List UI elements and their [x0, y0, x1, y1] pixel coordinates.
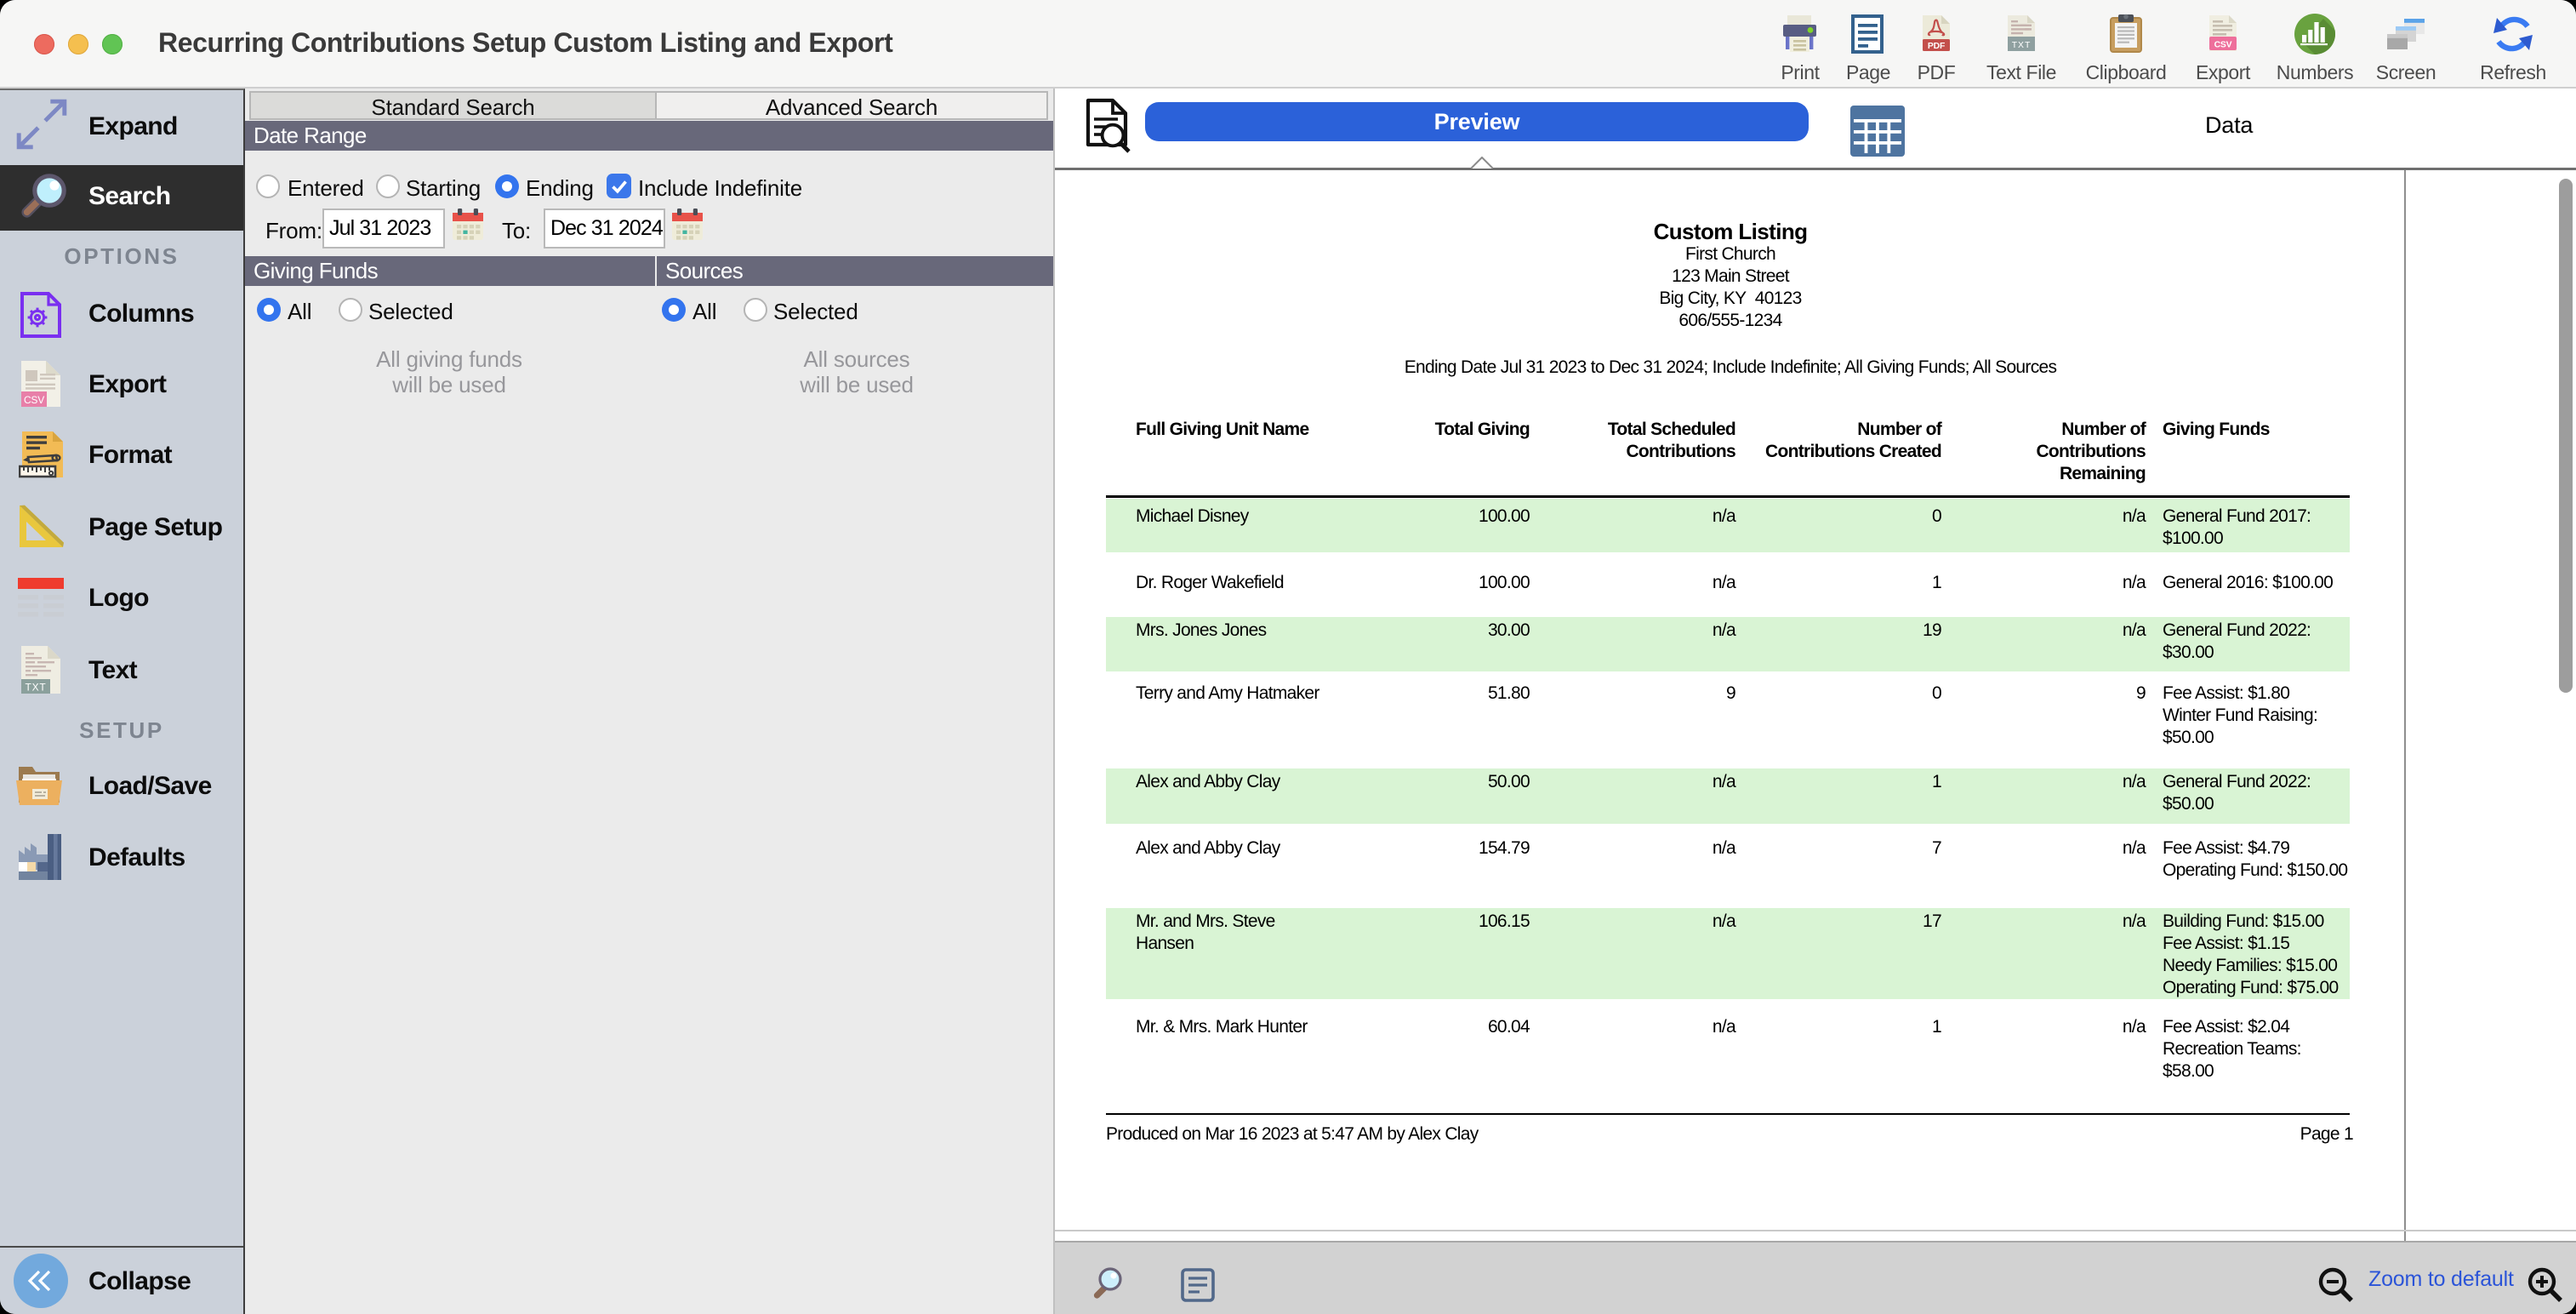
svg-text:CSV: CSV [24, 394, 44, 406]
svg-text:CSV: CSV [2214, 40, 2232, 49]
svg-text:TXT: TXT [25, 681, 46, 693]
svg-text:TXT: TXT [2012, 41, 2032, 50]
svg-text:PDF: PDF [1928, 42, 1945, 51]
